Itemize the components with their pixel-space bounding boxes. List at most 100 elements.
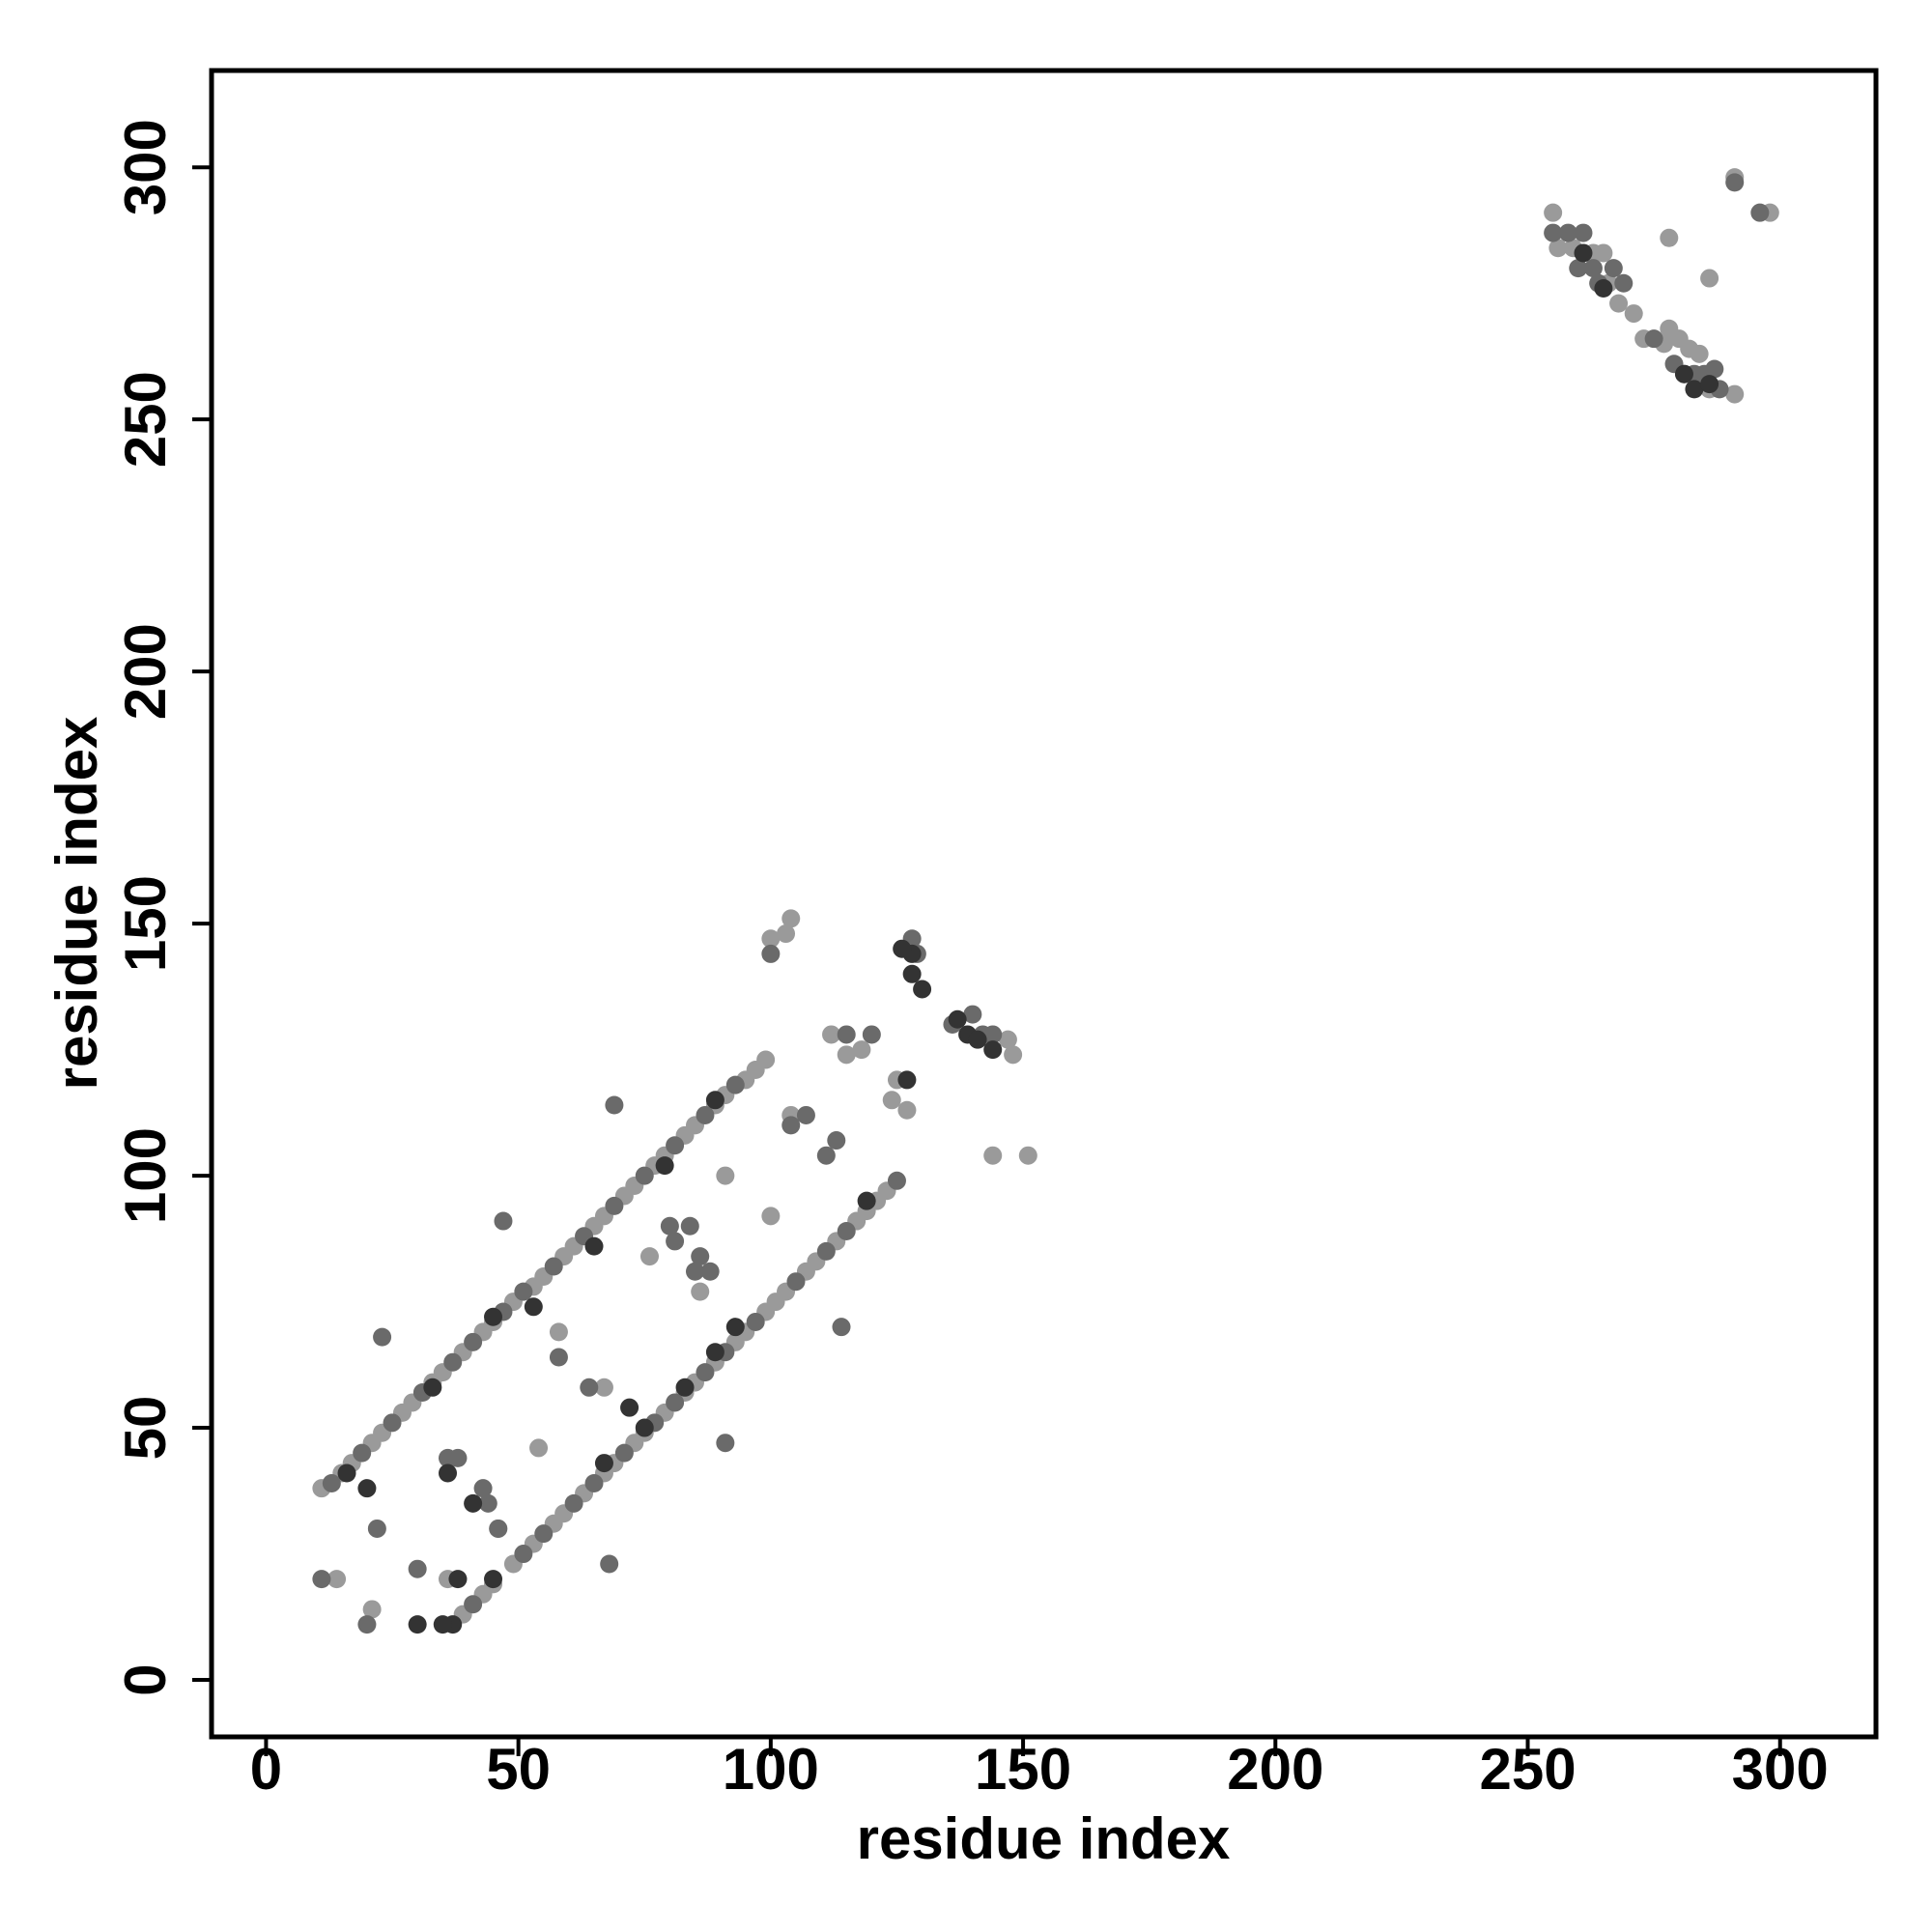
point	[827, 1131, 846, 1151]
point	[1594, 243, 1613, 263]
point	[1594, 278, 1613, 298]
point	[408, 1559, 427, 1578]
point	[484, 1307, 503, 1326]
point	[549, 1322, 568, 1342]
x-tick-label: 100	[723, 1737, 819, 1802]
x-tick-label: 50	[486, 1737, 551, 1802]
point	[484, 1570, 503, 1589]
point	[464, 1332, 483, 1351]
y-tick-label: 0	[113, 1663, 178, 1695]
point	[1705, 359, 1724, 379]
point	[837, 1025, 856, 1044]
point	[816, 1146, 836, 1165]
point	[1544, 203, 1563, 222]
point	[1574, 243, 1593, 263]
point	[464, 1595, 483, 1614]
point	[448, 1448, 468, 1467]
point	[913, 980, 932, 999]
point	[614, 1443, 634, 1463]
point	[473, 1479, 493, 1498]
point	[781, 1116, 801, 1135]
point	[337, 1463, 356, 1483]
x-tick-label: 250	[1479, 1737, 1576, 1802]
point	[564, 1493, 583, 1513]
point	[983, 1040, 1003, 1060]
point	[862, 1025, 881, 1044]
y-tick-label: 250	[113, 371, 178, 468]
point	[327, 1570, 347, 1589]
x-tick-label: 300	[1732, 1737, 1829, 1802]
point	[544, 1257, 563, 1276]
point	[716, 1166, 735, 1185]
point	[1544, 223, 1563, 242]
point	[680, 1216, 699, 1236]
point	[1604, 259, 1623, 278]
point	[998, 1030, 1017, 1049]
point	[524, 1297, 543, 1317]
point	[897, 1070, 917, 1090]
point	[1624, 304, 1643, 324]
point	[514, 1545, 533, 1564]
point	[902, 964, 922, 983]
point	[705, 1091, 724, 1110]
point	[1569, 259, 1588, 278]
point	[837, 1221, 856, 1240]
point	[1700, 375, 1719, 394]
point	[584, 1473, 604, 1492]
point	[796, 1105, 815, 1124]
point	[580, 1378, 599, 1397]
y-tick-label: 50	[113, 1396, 178, 1461]
y-tick-label: 200	[113, 623, 178, 720]
point	[635, 1418, 654, 1437]
y-tick-label: 100	[113, 1127, 178, 1224]
point	[514, 1282, 533, 1301]
point	[857, 1191, 876, 1210]
point	[600, 1554, 619, 1574]
point	[1644, 329, 1663, 349]
y-tick-label: 300	[113, 119, 178, 215]
point	[1660, 228, 1679, 247]
point	[448, 1570, 468, 1589]
point	[362, 1600, 382, 1619]
point	[1609, 294, 1629, 313]
point	[691, 1282, 710, 1301]
point	[725, 1318, 745, 1337]
point	[837, 1045, 856, 1065]
point	[685, 1262, 704, 1281]
point	[1725, 384, 1745, 404]
point	[666, 1232, 685, 1251]
point	[1725, 173, 1745, 192]
point	[1614, 273, 1634, 293]
point	[1583, 259, 1603, 278]
point	[675, 1378, 695, 1397]
point	[464, 1493, 483, 1513]
point	[666, 1393, 685, 1412]
point	[948, 1009, 967, 1029]
point	[1690, 344, 1709, 363]
point	[716, 1434, 735, 1453]
point	[367, 1519, 386, 1538]
point	[705, 1343, 724, 1362]
point	[887, 1171, 906, 1190]
point	[433, 1615, 452, 1634]
point	[620, 1398, 639, 1417]
point	[534, 1524, 554, 1544]
point	[822, 1025, 841, 1044]
point	[529, 1438, 549, 1458]
point	[1004, 1045, 1023, 1065]
point	[1548, 239, 1568, 258]
point	[786, 1272, 806, 1292]
y-axis-label: residue index	[44, 717, 109, 1091]
point	[357, 1479, 377, 1498]
point	[725, 1075, 745, 1094]
point	[549, 1348, 568, 1367]
point	[1558, 223, 1577, 242]
point	[322, 1473, 341, 1492]
point	[423, 1378, 442, 1397]
point	[639, 1247, 659, 1266]
point	[897, 1100, 917, 1120]
point	[439, 1463, 458, 1483]
point	[983, 1146, 1003, 1165]
point	[1700, 269, 1719, 288]
